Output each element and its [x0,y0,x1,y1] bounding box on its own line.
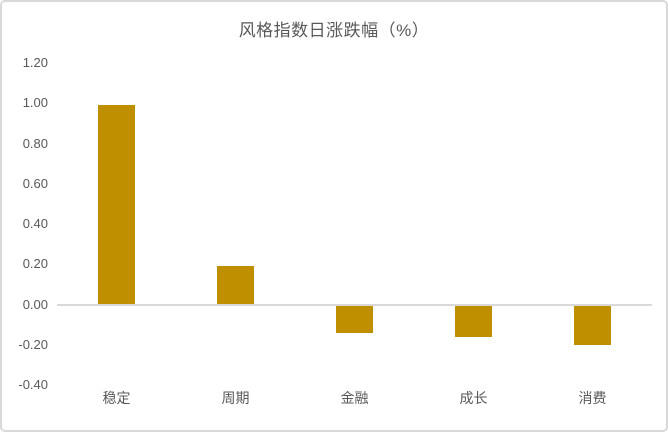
zero-axis-line [57,303,652,306]
x-category-label: 金融 [340,390,369,406]
x-category-label: 周期 [221,390,250,406]
bar-金融 [336,304,373,333]
y-tick-label: 1.20 [22,55,48,70]
y-tick-label: 0.20 [22,256,48,272]
x-category-label: 消费 [578,390,607,406]
bar-消费 [574,304,611,345]
x-category-label: 稳定 [102,390,131,406]
y-tick-label: 0.60 [22,175,48,191]
y-tick-label: -0.20 [18,336,48,352]
y-tick-label: 0.40 [22,216,48,231]
bar-稳定 [98,105,135,305]
y-tick-label: 0.00 [22,296,48,312]
bar-周期 [217,266,254,305]
chart-title: 风格指数日涨跌幅（%） [238,21,430,40]
y-tick-label: -0.40 [18,377,48,392]
y-tick-label: 1.00 [22,95,48,111]
x-category-label: 成长 [459,390,488,406]
y-tick-label: 0.80 [22,135,48,151]
y-axis: 1.20 1.00 0.80 0.60 0.40 0.20 0.00 -0.20 -0.40 [2,2,48,430]
bar-成长 [455,304,492,337]
